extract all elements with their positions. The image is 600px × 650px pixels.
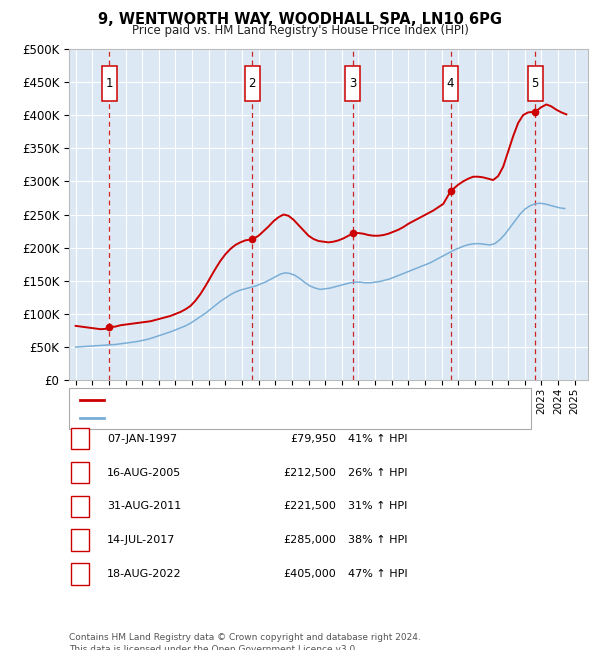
Text: 47% ↑ HPI: 47% ↑ HPI	[348, 569, 407, 579]
Text: 18-AUG-2022: 18-AUG-2022	[107, 569, 181, 579]
Text: 1: 1	[76, 434, 83, 444]
Text: £285,000: £285,000	[283, 535, 336, 545]
FancyBboxPatch shape	[346, 66, 361, 101]
Text: 14-JUL-2017: 14-JUL-2017	[107, 535, 175, 545]
Text: 07-JAN-1997: 07-JAN-1997	[107, 434, 177, 444]
Text: 9, WENTWORTH WAY, WOODHALL SPA, LN10 6PG: 9, WENTWORTH WAY, WOODHALL SPA, LN10 6PG	[98, 12, 502, 27]
Text: 26% ↑ HPI: 26% ↑ HPI	[348, 467, 407, 478]
Text: HPI: Average price, detached house, East Lindsey: HPI: Average price, detached house, East…	[108, 413, 367, 422]
Text: 3: 3	[76, 501, 83, 512]
Text: 1: 1	[106, 77, 113, 90]
Text: 38% ↑ HPI: 38% ↑ HPI	[348, 535, 407, 545]
Text: 4: 4	[76, 535, 83, 545]
Text: 4: 4	[447, 77, 454, 90]
Text: 16-AUG-2005: 16-AUG-2005	[107, 467, 181, 478]
Text: Price paid vs. HM Land Registry's House Price Index (HPI): Price paid vs. HM Land Registry's House …	[131, 24, 469, 37]
FancyBboxPatch shape	[102, 66, 117, 101]
Text: £405,000: £405,000	[283, 569, 336, 579]
Text: £221,500: £221,500	[283, 501, 336, 512]
Text: 41% ↑ HPI: 41% ↑ HPI	[348, 434, 407, 444]
Text: 5: 5	[532, 77, 539, 90]
Text: Contains HM Land Registry data © Crown copyright and database right 2024.
This d: Contains HM Land Registry data © Crown c…	[69, 633, 421, 650]
Text: 9, WENTWORTH WAY, WOODHALL SPA, LN10 6PG (detached house): 9, WENTWORTH WAY, WOODHALL SPA, LN10 6PG…	[108, 395, 459, 406]
Text: 2: 2	[76, 467, 83, 478]
FancyBboxPatch shape	[443, 66, 458, 101]
Text: £79,950: £79,950	[290, 434, 336, 444]
Text: 3: 3	[349, 77, 356, 90]
Text: 31-AUG-2011: 31-AUG-2011	[107, 501, 181, 512]
FancyBboxPatch shape	[245, 66, 260, 101]
FancyBboxPatch shape	[528, 66, 543, 101]
Text: 2: 2	[248, 77, 256, 90]
Text: 5: 5	[76, 569, 83, 579]
Text: £212,500: £212,500	[283, 467, 336, 478]
Text: 31% ↑ HPI: 31% ↑ HPI	[348, 501, 407, 512]
